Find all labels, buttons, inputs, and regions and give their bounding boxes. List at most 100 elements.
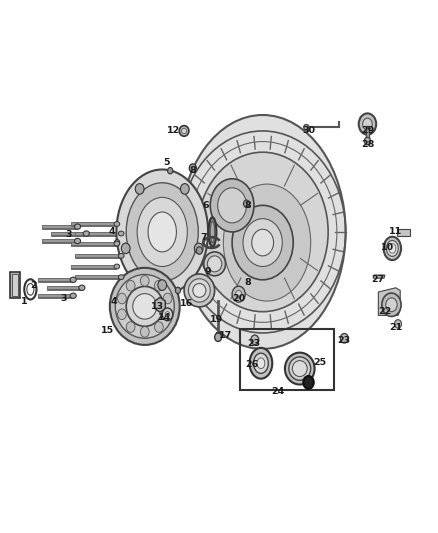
- Text: 7: 7: [201, 233, 207, 242]
- Circle shape: [163, 293, 172, 304]
- Circle shape: [196, 247, 202, 254]
- Text: 20: 20: [232, 294, 245, 303]
- Text: 1: 1: [21, 296, 28, 305]
- Circle shape: [141, 276, 149, 286]
- Ellipse shape: [115, 274, 174, 338]
- Text: 26: 26: [245, 360, 258, 369]
- Bar: [240, 329, 334, 390]
- Ellipse shape: [114, 222, 120, 227]
- Polygon shape: [373, 275, 385, 278]
- Ellipse shape: [110, 268, 180, 345]
- Ellipse shape: [285, 353, 314, 384]
- Ellipse shape: [389, 244, 396, 253]
- Ellipse shape: [210, 221, 215, 243]
- Ellipse shape: [133, 294, 157, 319]
- Ellipse shape: [137, 197, 187, 266]
- Circle shape: [158, 280, 166, 290]
- Ellipse shape: [289, 357, 311, 380]
- Ellipse shape: [250, 348, 272, 378]
- Text: 6: 6: [203, 201, 209, 210]
- Circle shape: [382, 293, 401, 317]
- Circle shape: [126, 322, 135, 333]
- Circle shape: [165, 312, 170, 317]
- Ellipse shape: [118, 254, 124, 259]
- Text: 29: 29: [361, 126, 374, 135]
- Ellipse shape: [384, 237, 401, 260]
- Text: 22: 22: [378, 307, 392, 316]
- Ellipse shape: [126, 183, 198, 281]
- Ellipse shape: [184, 274, 215, 307]
- Ellipse shape: [126, 286, 163, 326]
- Text: 23: 23: [337, 336, 350, 345]
- Circle shape: [359, 114, 376, 135]
- Circle shape: [215, 333, 222, 342]
- Text: 10: 10: [381, 244, 394, 253]
- Bar: [216, 332, 220, 336]
- Text: 17: 17: [219, 331, 232, 340]
- Circle shape: [163, 309, 172, 320]
- Circle shape: [303, 376, 314, 389]
- Text: 28: 28: [361, 140, 374, 149]
- Text: 25: 25: [313, 358, 326, 367]
- Circle shape: [189, 164, 196, 172]
- Ellipse shape: [223, 184, 311, 301]
- Ellipse shape: [304, 125, 309, 130]
- Circle shape: [126, 280, 135, 291]
- Text: 12: 12: [166, 126, 180, 135]
- Ellipse shape: [181, 128, 187, 134]
- Ellipse shape: [208, 217, 216, 247]
- Circle shape: [252, 229, 274, 256]
- Text: 14: 14: [158, 312, 171, 321]
- Circle shape: [395, 320, 402, 328]
- Circle shape: [155, 280, 163, 291]
- Ellipse shape: [83, 231, 89, 236]
- Text: 16: 16: [180, 299, 193, 308]
- Circle shape: [117, 309, 126, 320]
- Text: 8: 8: [189, 166, 196, 175]
- Text: 4: 4: [111, 296, 117, 305]
- Text: 8: 8: [244, 201, 251, 210]
- Ellipse shape: [204, 252, 226, 276]
- Ellipse shape: [114, 264, 120, 269]
- Ellipse shape: [79, 285, 85, 290]
- Text: 30: 30: [302, 126, 315, 135]
- Ellipse shape: [148, 212, 177, 252]
- Ellipse shape: [114, 241, 120, 246]
- Circle shape: [175, 287, 180, 294]
- Circle shape: [162, 308, 173, 321]
- Circle shape: [155, 322, 163, 333]
- Polygon shape: [378, 288, 400, 316]
- Text: 19: 19: [210, 315, 223, 324]
- Circle shape: [232, 286, 245, 302]
- Ellipse shape: [197, 152, 328, 312]
- Text: 24: 24: [271, 387, 285, 396]
- Circle shape: [243, 219, 283, 266]
- Circle shape: [386, 298, 397, 312]
- Circle shape: [232, 205, 293, 280]
- Circle shape: [121, 243, 130, 254]
- Circle shape: [363, 118, 372, 130]
- Polygon shape: [155, 297, 166, 312]
- Circle shape: [194, 243, 203, 254]
- Text: 9: 9: [205, 268, 212, 276]
- Circle shape: [364, 138, 371, 145]
- Ellipse shape: [254, 353, 268, 373]
- Ellipse shape: [118, 274, 124, 279]
- Circle shape: [244, 200, 250, 207]
- Text: 21: 21: [389, 323, 403, 332]
- Circle shape: [210, 179, 254, 232]
- Circle shape: [135, 184, 144, 194]
- Circle shape: [117, 293, 126, 304]
- Text: 5: 5: [163, 158, 170, 167]
- Circle shape: [251, 335, 259, 345]
- Ellipse shape: [188, 279, 210, 302]
- Ellipse shape: [70, 277, 76, 282]
- Text: 4: 4: [109, 228, 115, 237]
- Circle shape: [168, 167, 173, 174]
- Bar: [397, 229, 410, 236]
- Bar: [366, 126, 369, 138]
- Text: 8: 8: [244, 278, 251, 287]
- Circle shape: [180, 184, 189, 194]
- Ellipse shape: [117, 169, 208, 294]
- Ellipse shape: [292, 361, 307, 376]
